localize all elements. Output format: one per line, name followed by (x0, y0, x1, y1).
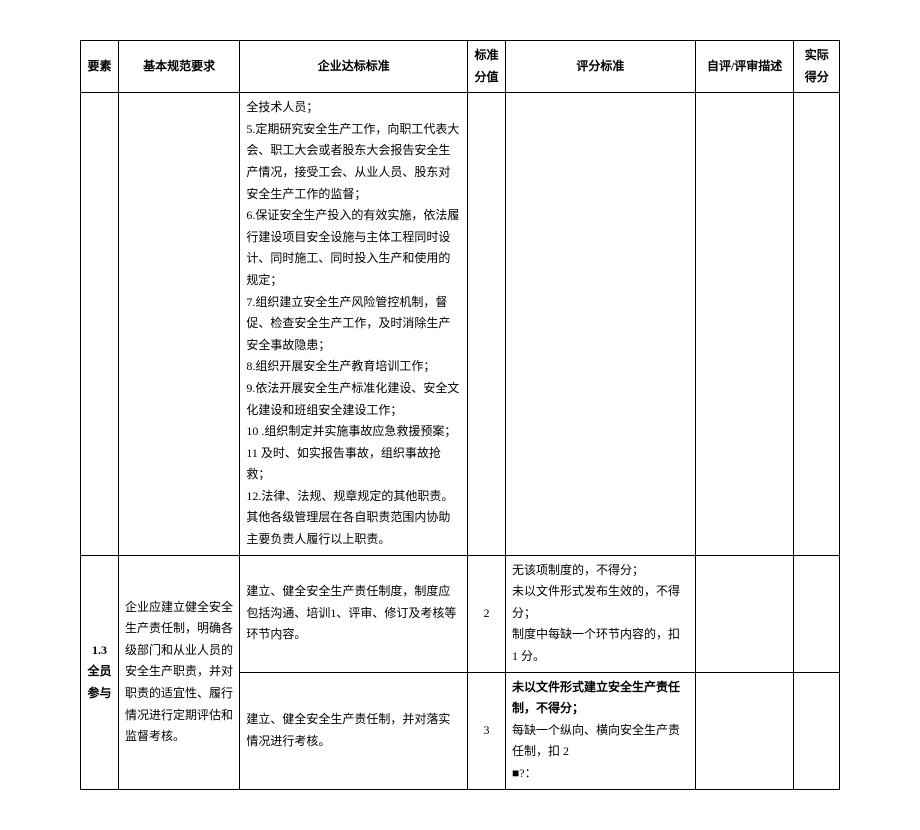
cell-criteria: 无该项制度的，不得分；未以文件形式发布生效的，不得分；制度中每缺一个环节内容的，… (506, 555, 696, 672)
cell-criteria (506, 93, 696, 555)
table-header-row: 要素 基本规范要求 企业达标标准 标准分值 评分标准 自评/评审描述 实际得分 (81, 41, 840, 93)
header-basic-req: 基本规范要求 (118, 41, 239, 93)
header-review-desc: 自评/评审描述 (695, 41, 794, 93)
table-row: 全技术人员；5.定期研究安全生产工作，向职工代表大会、职工大会或者股东大会报告安… (81, 93, 840, 555)
cell-criteria: 未以文件形式建立安全生产责任制，不得分； 每缺一个纵向、横向安全生产责任制，扣 … (506, 672, 696, 789)
header-criteria: 评分标准 (506, 41, 696, 93)
header-element: 要素 (81, 41, 119, 93)
cell-actual-score (794, 555, 840, 672)
cell-element: 1.3全员参与 (81, 555, 119, 789)
cell-enterprise-standard: 全技术人员；5.定期研究安全生产工作，向职工代表大会、职工大会或者股东大会报告安… (240, 93, 468, 555)
cell-actual-score (794, 93, 840, 555)
cell-enterprise-standard: 建立、健全安全生产责任制度，制度应包括沟通、培训1、评审、修订及考核等环节内容。 (240, 555, 468, 672)
cell-review-desc (695, 672, 794, 789)
cell-element (81, 93, 119, 555)
cell-standard-score (468, 93, 506, 555)
table-row: 1.3全员参与 企业应建立健全安全生产责任制，明确各级部门和从业人员的安全生产职… (81, 555, 840, 672)
standards-table: 要素 基本规范要求 企业达标标准 标准分值 评分标准 自评/评审描述 实际得分 … (80, 40, 840, 790)
cell-review-desc (695, 93, 794, 555)
cell-review-desc (695, 555, 794, 672)
header-actual-score: 实际得分 (794, 41, 840, 93)
cell-standard-score: 2 (468, 555, 506, 672)
cell-standard-score: 3 (468, 672, 506, 789)
cell-actual-score (794, 672, 840, 789)
criteria-rest-text: 每缺一个纵向、横向安全生产责任制，扣 2■?： (512, 723, 680, 780)
header-standard-score: 标准分值 (468, 41, 506, 93)
header-enterprise-standard: 企业达标标准 (240, 41, 468, 93)
cell-basic-req: 企业应建立健全安全生产责任制，明确各级部门和从业人员的安全生产职责，并对职责的适… (118, 555, 239, 789)
criteria-bold-text: 未以文件形式建立安全生产责任制，不得分； (512, 680, 680, 716)
cell-basic-req (118, 93, 239, 555)
cell-enterprise-standard: 建立、健全安全生产责任制，并对落实情况进行考核。 (240, 672, 468, 789)
